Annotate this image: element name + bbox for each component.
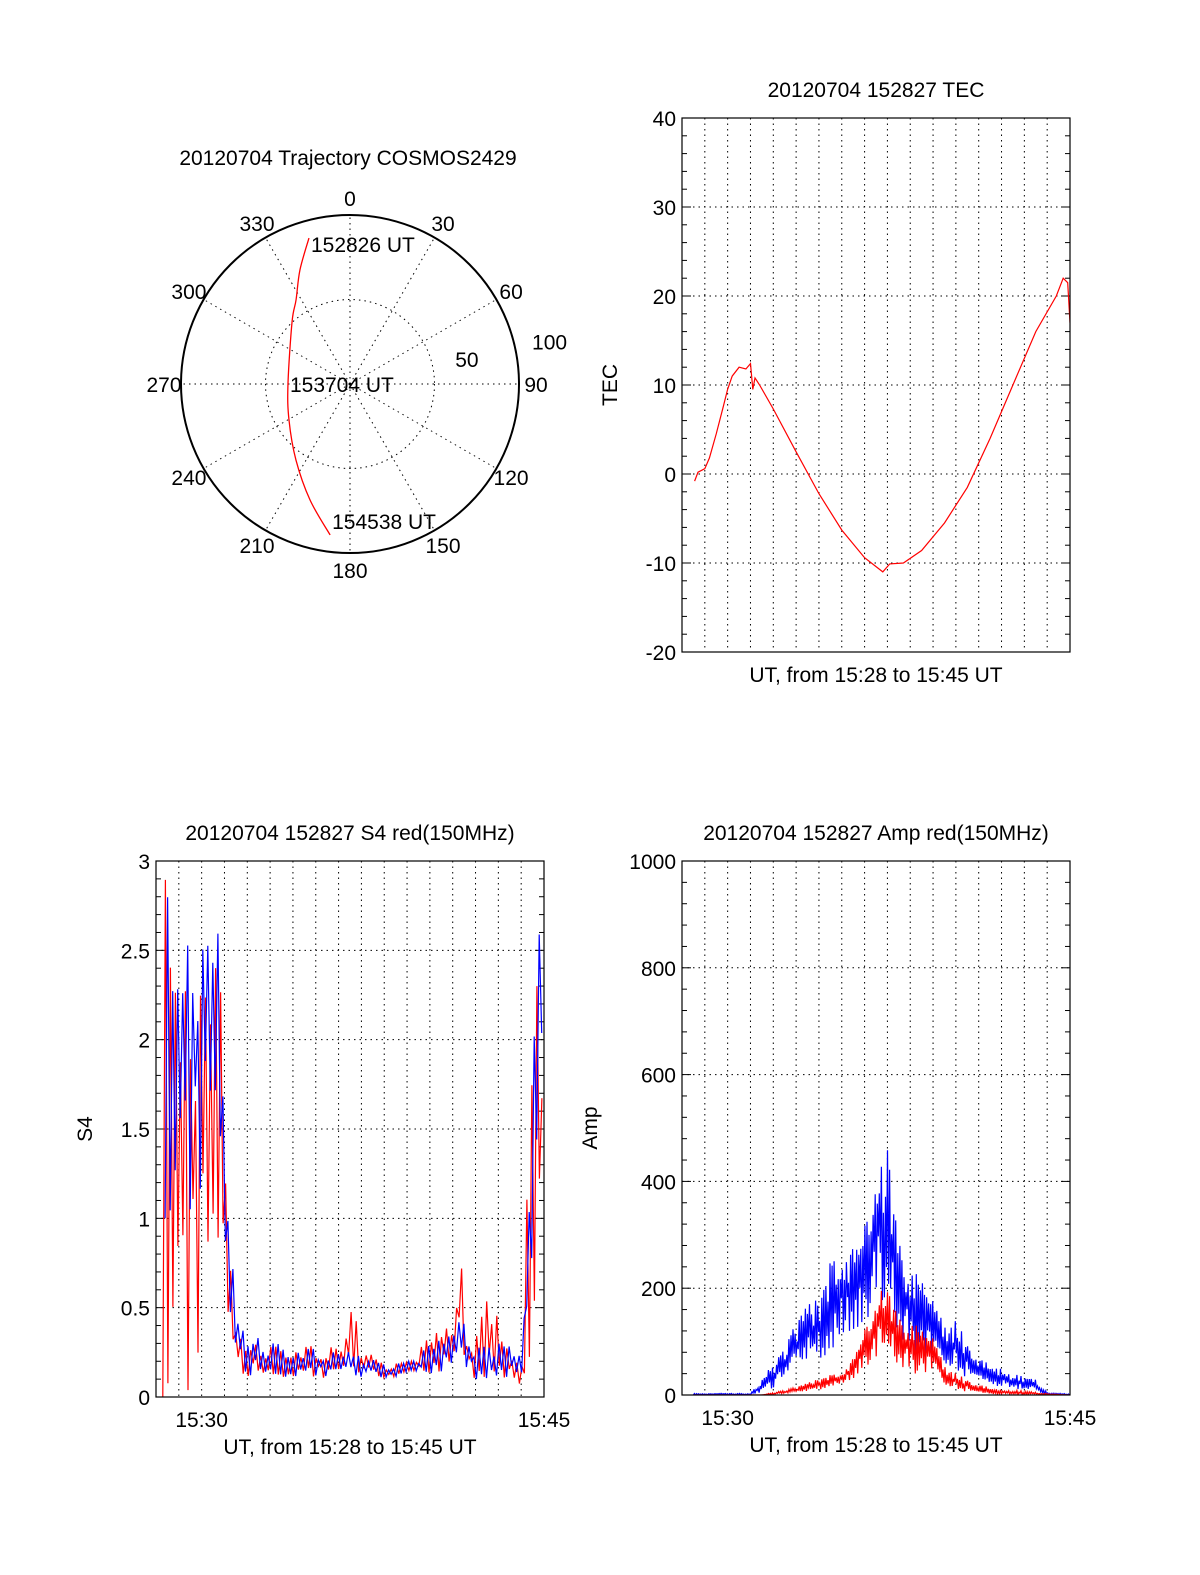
y-tick-label: 1000: [629, 851, 676, 874]
polar-spoke: [349, 237, 435, 385]
trajectory-time-label: 154538 UT: [332, 511, 436, 534]
amp-series-blue: [692, 1150, 1070, 1395]
x-tick-label: 15:45: [518, 1409, 571, 1432]
polar-spoke: [349, 299, 497, 385]
polar-title: 20120704 Trajectory COSMOS2429: [179, 147, 516, 170]
tec-plot-frame: [681, 117, 1071, 653]
trajectory-time-label: 153704 UT: [290, 374, 394, 397]
s4-y-axis-label: S4: [74, 1116, 97, 1142]
s4-plot: 20120704 152827 S4 red(150MHz) 0 0.5 1 1.5 2 2…: [74, 822, 570, 1459]
y-tick-label: 0: [664, 1385, 676, 1408]
amp-y-axis-label: Amp: [579, 1106, 602, 1149]
polar-spoke: [265, 237, 351, 385]
polar-spoke: [349, 383, 497, 469]
tec-x-axis-label: UT, from 15:28 to 15:45 UT: [749, 664, 1002, 687]
amp-series-red: [693, 1290, 1070, 1395]
angle-tick-label: 330: [239, 213, 274, 236]
trajectory-polar-plot: 20120704 Trajectory COSMOS2429 0 30 60 90 120…: [146, 147, 567, 583]
s4-series-blue: [164, 897, 543, 1380]
angle-tick-label: 300: [171, 281, 206, 304]
y-tick-label: 40: [653, 108, 676, 131]
angle-tick-label: 270: [146, 374, 181, 397]
trajectory-time-label: 152826 UT: [311, 234, 415, 257]
polar-radial-grid: [265, 299, 435, 469]
radial-tick-label: 50: [455, 349, 478, 372]
y-tick-label: 1: [138, 1208, 150, 1231]
amp-title: 20120704 152827 Amp red(150MHz): [703, 822, 1049, 845]
s4-plot-frame: [155, 860, 545, 1398]
polar-spoke: [265, 383, 351, 531]
y-tick-label: 600: [641, 1065, 676, 1088]
y-tick-label: -10: [646, 553, 676, 576]
y-tick-label: 800: [641, 958, 676, 981]
y-tick-label: 20: [653, 286, 676, 309]
angle-tick-label: 60: [499, 281, 522, 304]
y-tick-label: 1.5: [121, 1119, 150, 1142]
angle-tick-label: 0: [344, 188, 356, 211]
x-tick-label: 15:30: [701, 1407, 754, 1430]
s4-title: 20120704 152827 S4 red(150MHz): [185, 822, 514, 845]
angle-tick-label: 90: [524, 374, 547, 397]
y-tick-label: 30: [653, 197, 676, 220]
satellite-trajectory: [287, 237, 331, 536]
y-tick-label: 0: [138, 1387, 150, 1410]
x-tick-label: 15:45: [1044, 1407, 1097, 1430]
amp-plot: 20120704 152827 Amp red(150MHz) 0 200 400 60…: [579, 822, 1096, 1457]
y-tick-label: 2.5: [121, 940, 150, 963]
angle-tick-label: 210: [239, 535, 274, 558]
amp-plot-frame: [681, 860, 1071, 1396]
tec-series-TEC: [694, 277, 1070, 573]
y-tick-label: 2: [138, 1030, 150, 1053]
tec-series-group: [694, 277, 1070, 573]
y-tick-label: 400: [641, 1171, 676, 1194]
angle-tick-label: 180: [332, 560, 367, 583]
amp-series-group: [692, 1150, 1070, 1395]
polar-outer-circle: [180, 214, 520, 554]
amp-x-axis-label: UT, from 15:28 to 15:45 UT: [749, 1434, 1002, 1457]
tec-y-axis-label: TEC: [599, 364, 622, 406]
y-tick-label: -20: [646, 642, 676, 665]
polar-spoke: [203, 299, 351, 385]
angle-tick-label: 120: [494, 467, 529, 490]
y-tick-label: 200: [641, 1278, 676, 1301]
angle-tick-label: 30: [431, 213, 454, 236]
y-tick-label: 0: [664, 464, 676, 487]
tec-plot: 20120704 152827 TEC -20 -10 0 10 20 30 40 UT, fr…: [599, 79, 1071, 687]
polar-spoke: [349, 383, 435, 531]
angle-tick-label: 240: [171, 467, 206, 490]
radial-tick-label: 100: [532, 332, 567, 355]
x-tick-label: 15:30: [175, 1409, 228, 1432]
s4-series-red: [162, 879, 543, 1397]
y-tick-label: 0.5: [121, 1298, 150, 1321]
y-tick-label: 3: [138, 851, 150, 874]
angle-tick-label: 150: [425, 535, 460, 558]
s4-x-axis-label: UT, from 15:28 to 15:45 UT: [223, 1436, 476, 1459]
y-tick-label: 10: [653, 375, 676, 398]
s4-series-group: [162, 879, 543, 1397]
tec-title: 20120704 152827 TEC: [768, 79, 985, 102]
polar-spoke: [203, 383, 351, 469]
